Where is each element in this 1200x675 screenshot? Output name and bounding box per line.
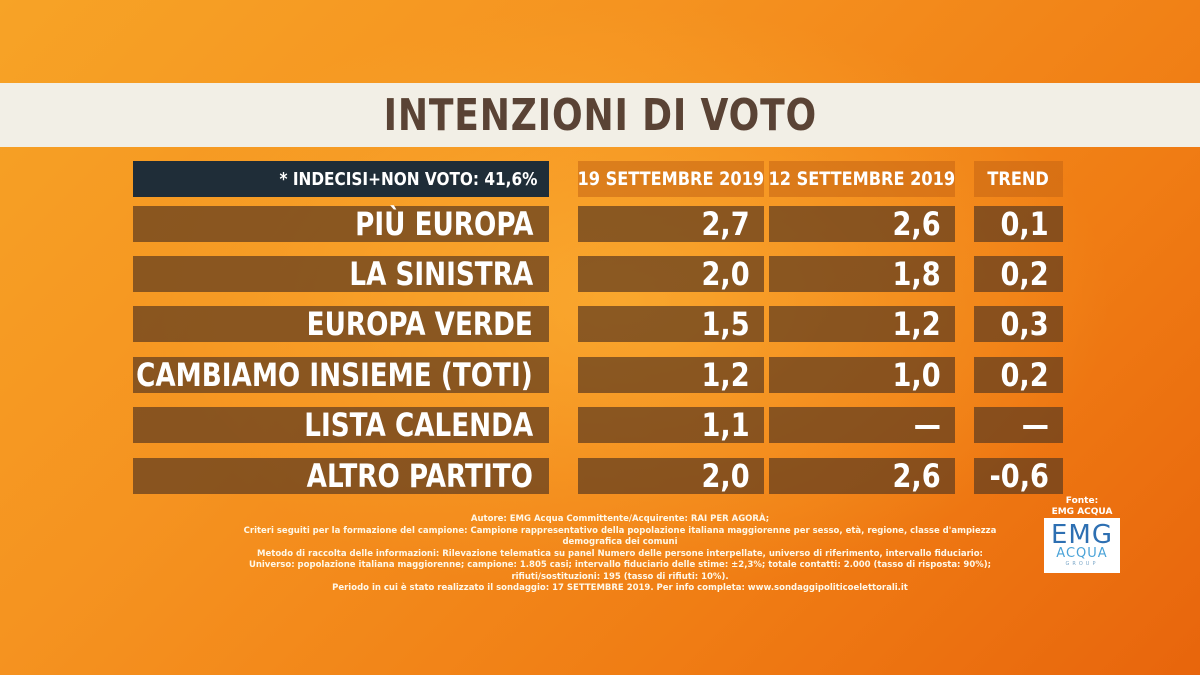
footnote-line: Universo: popolazione italiana maggioren… xyxy=(248,560,992,582)
column-header-trend: TREND xyxy=(974,161,1063,197)
value-12-sep: 2,6 xyxy=(769,205,955,243)
footnote-line: Metodo di raccolta delle informazioni: R… xyxy=(257,548,983,559)
value-trend: -0,6 xyxy=(974,457,1063,495)
party-label: CAMBIAMO INSIEME (TOTI) xyxy=(133,356,549,394)
value-12-sep: 1,8 xyxy=(769,255,955,293)
party-label: ALTRO PARTITO xyxy=(133,457,549,495)
column-header-12-sep: 12 SETTEMBRE 2019 xyxy=(769,161,955,197)
value-trend: 0,2 xyxy=(974,356,1063,394)
value-12-sep: 1,2 xyxy=(769,305,955,343)
undecided-note: * INDECISI+NON VOTO: 41,6% xyxy=(133,161,549,197)
value-19-sep: 2,0 xyxy=(578,457,764,495)
party-label: LISTA CALENDA xyxy=(133,406,549,444)
party-label: EUROPA VERDE xyxy=(133,305,549,343)
value-19-sep: 1,5 xyxy=(578,305,764,343)
value-12-sep: 1,0 xyxy=(769,356,955,394)
footnote-line: Periodo in cui è stato realizzato il son… xyxy=(332,583,908,593)
logo-text-emg: EMG xyxy=(1050,520,1113,550)
party-label: PIÙ EUROPA xyxy=(133,205,549,243)
value-12-sep: — xyxy=(769,406,955,444)
logo-text-group: GROUP xyxy=(1065,561,1099,567)
methodology-footnotes: Autore: EMG Acqua Committente/Acquirente… xyxy=(220,514,1020,595)
value-trend: 0,1 xyxy=(974,205,1063,243)
value-19-sep: 1,1 xyxy=(578,406,764,444)
emg-acqua-logo: EMG ACQUA GROUP xyxy=(1044,518,1120,573)
value-trend: 0,2 xyxy=(974,255,1063,293)
value-trend: — xyxy=(974,406,1063,444)
footnote-line: Autore: EMG Acqua Committente/Acquirente… xyxy=(470,514,770,524)
page-title: INTENZIONI DI VOTO xyxy=(383,89,817,141)
value-19-sep: 1,2 xyxy=(578,356,764,394)
value-19-sep: 2,7 xyxy=(578,205,764,243)
footnote-line: Criteri seguiti per la formazione del ca… xyxy=(243,525,997,548)
value-19-sep: 2,0 xyxy=(578,255,764,293)
logo-text-acqua: ACQUA xyxy=(1056,546,1108,561)
value-trend: 0,3 xyxy=(974,305,1063,343)
title-band: INTENZIONI DI VOTO xyxy=(0,83,1200,147)
source-label: Fonte: xyxy=(1065,496,1099,506)
party-label: LA SINISTRA xyxy=(133,255,549,293)
column-header-19-sep: 19 SETTEMBRE 2019 xyxy=(578,161,764,197)
value-12-sep: 2,6 xyxy=(769,457,955,495)
